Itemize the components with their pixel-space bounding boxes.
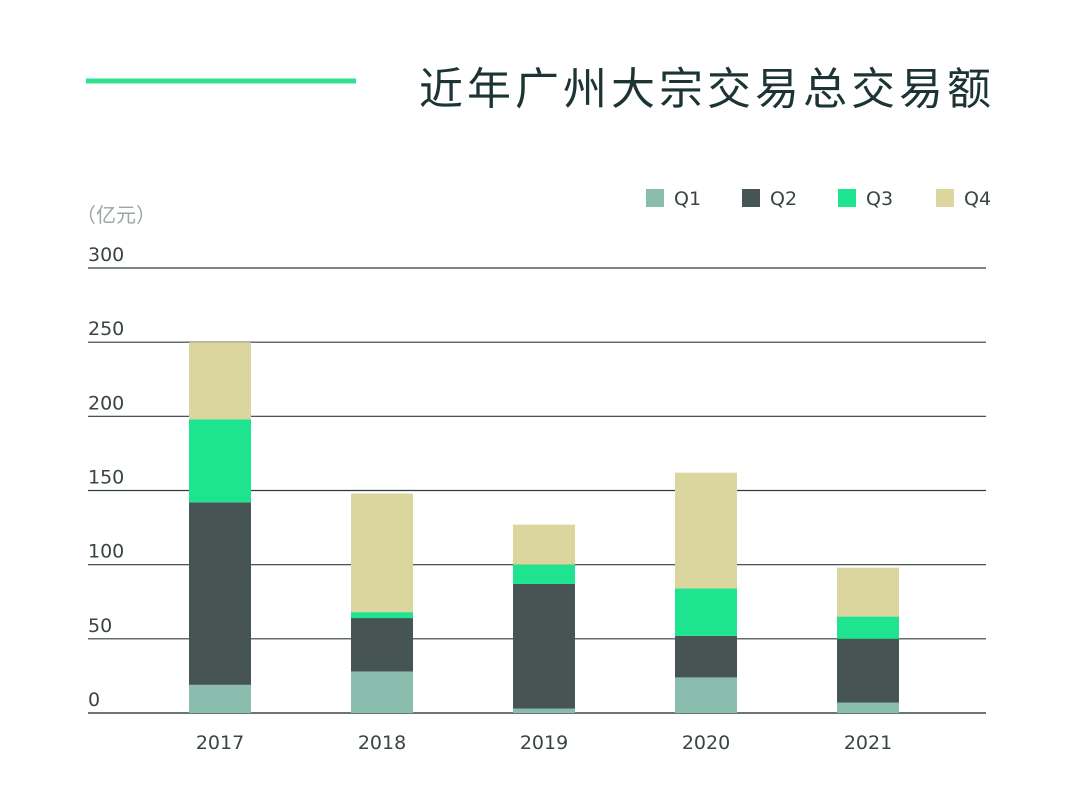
- legend-swatch-Q2: [742, 189, 760, 207]
- legend-label: Q4: [964, 188, 991, 210]
- x-axis-labels: 2017 2018 2019 2020 2021: [196, 732, 892, 754]
- y-tick-label: 100: [88, 541, 124, 563]
- bar-2018-Q1: [351, 671, 413, 713]
- legend-swatch-Q4: [936, 189, 954, 207]
- bar-2017-Q1: [189, 684, 251, 713]
- bar-2020-Q4: [675, 472, 737, 589]
- legend-swatch-Q1: [646, 189, 664, 207]
- x-tick-label: 2021: [844, 732, 892, 754]
- bar-2021-Q2: [837, 638, 899, 703]
- x-tick-label: 2020: [682, 732, 730, 754]
- bar-2020-Q1: [675, 677, 737, 713]
- legend-swatch-Q3: [838, 189, 856, 207]
- legend: Q1 Q2 Q3 Q4: [646, 188, 991, 210]
- legend-label: Q2: [770, 188, 797, 210]
- bar-2018-Q2: [351, 618, 413, 672]
- bar-2017-Q2: [189, 502, 251, 685]
- y-tick-label: 300: [88, 244, 124, 266]
- y-tick-label: 200: [88, 392, 124, 414]
- bar-2019-Q4: [513, 524, 575, 565]
- bars: [189, 342, 899, 713]
- legend-label: Q1: [674, 188, 701, 210]
- y-tick-label: 150: [88, 467, 124, 489]
- bar-2019-Q1: [513, 708, 575, 713]
- bar-2019-Q3: [513, 564, 575, 584]
- bar-2018-Q3: [351, 612, 413, 619]
- x-tick-label: 2019: [520, 732, 568, 754]
- bar-2021-Q3: [837, 616, 899, 639]
- bar-2020-Q3: [675, 588, 737, 636]
- x-tick-label: 2017: [196, 732, 244, 754]
- x-tick-label: 2018: [358, 732, 406, 754]
- legend-label: Q3: [866, 188, 893, 210]
- bar-2017-Q3: [189, 419, 251, 503]
- chart-title: 近年广州大宗交易总交易额: [419, 64, 995, 115]
- bar-2017-Q4: [189, 342, 251, 420]
- bar-2021-Q4: [837, 567, 899, 617]
- y-tick-label: 0: [88, 689, 100, 711]
- bar-2020-Q2: [675, 635, 737, 678]
- y-tick-label: 250: [88, 318, 124, 340]
- y-tick-label: 50: [88, 615, 112, 637]
- y-axis-unit-label: （亿元）: [76, 203, 156, 227]
- bar-2018-Q4: [351, 493, 413, 613]
- bar-2019-Q2: [513, 583, 575, 709]
- bar-2021-Q1: [837, 702, 899, 713]
